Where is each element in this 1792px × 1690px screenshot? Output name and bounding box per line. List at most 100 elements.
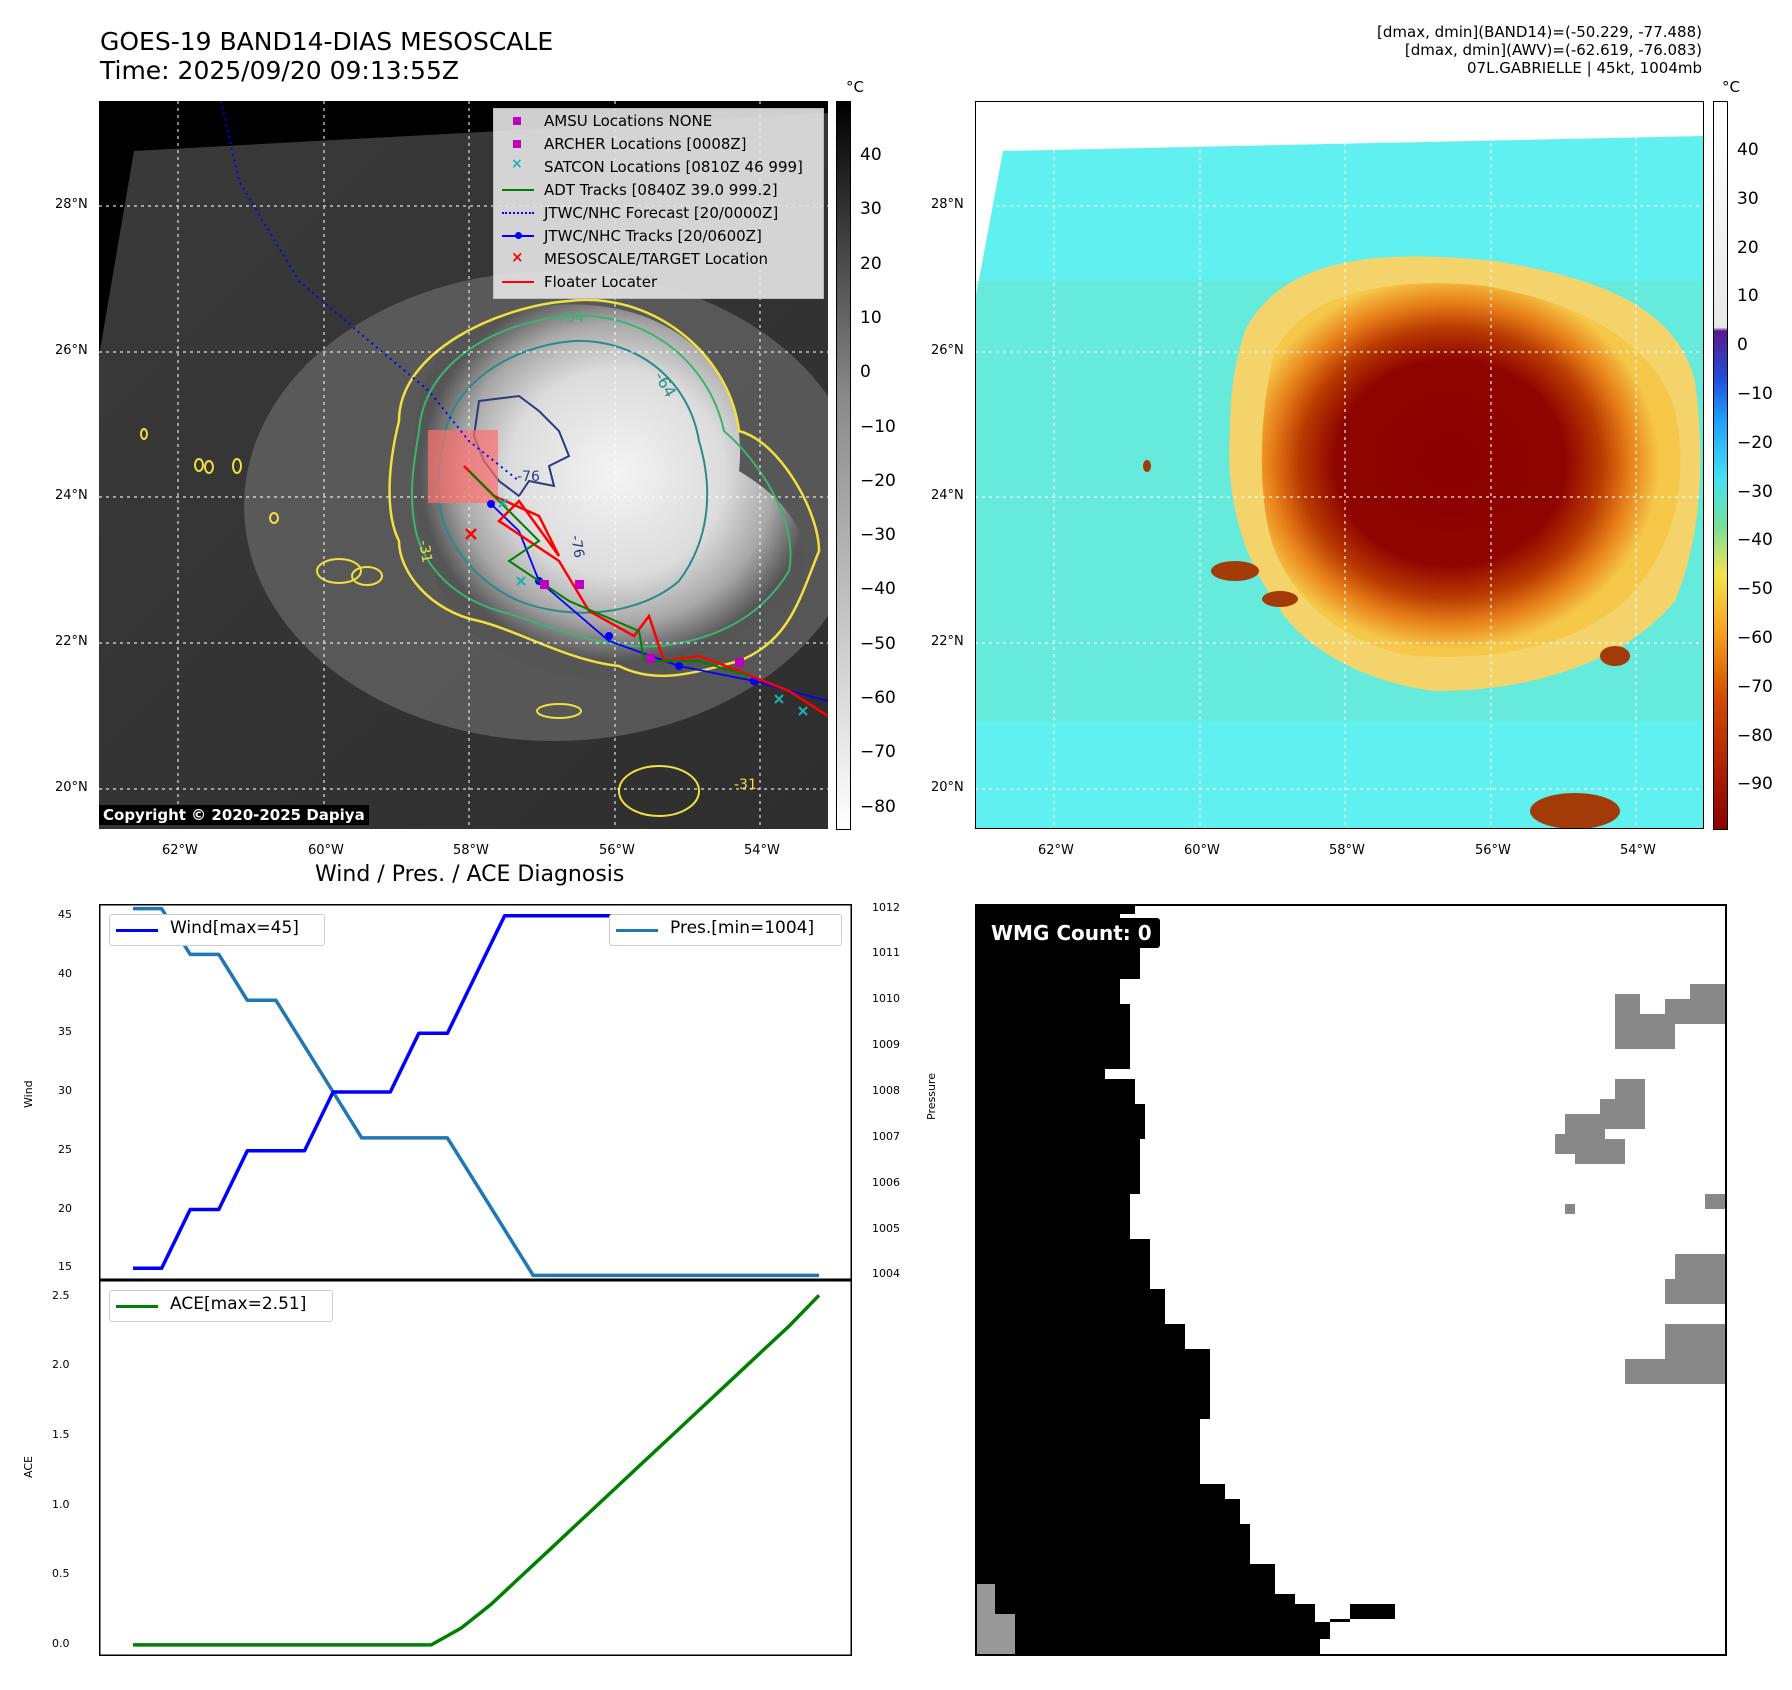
map-lon-label: 54°W (744, 843, 780, 858)
awv-colorbar-tick: 30 (1737, 188, 1759, 209)
stats-line-1: [dmax, dmin](BAND14)=(-50.229, -77.488) (1377, 23, 1702, 41)
ir-colorbar-tick: 30 (860, 199, 882, 220)
map-lon-label: 60°W (1184, 843, 1220, 858)
legend-target: MESOSCALE/TARGET Location (544, 250, 769, 268)
awv-colorbar-tick: −30 (1737, 481, 1773, 502)
contour-label-76a: -76 (517, 469, 540, 485)
wmg-map (975, 904, 1727, 1656)
awv-colorbar-tick: 40 (1737, 140, 1759, 160)
ir-colorbar-tick: −30 (860, 525, 896, 546)
ace-legend-line (116, 1305, 158, 1308)
awv-colorbar-tick: −80 (1737, 725, 1773, 746)
ace-series-line (133, 1294, 821, 1647)
floater-line-icon (502, 281, 534, 283)
ir-colorbar-tick: 20 (860, 253, 882, 274)
awv-colorbar-tick: −90 (1737, 774, 1773, 795)
archer-markers (540, 580, 744, 667)
awv-core (1261, 283, 1681, 657)
pressure-tick-label: 1012 (872, 900, 900, 914)
map-lat-label: 20°N (55, 780, 88, 795)
ir-colorbar-tick: 10 (860, 307, 882, 328)
ir-contour-64 (437, 339, 709, 614)
target-box (428, 430, 498, 503)
map-lat-label: 26°N (55, 343, 88, 358)
legend-adt: ADT Tracks [0840Z 39.0 999.2] (544, 181, 778, 199)
ir-colorbar-tick: 40 (860, 145, 882, 165)
ace-tick-label: 2.5 (52, 1288, 70, 1302)
contour-label-76b: -76 (567, 534, 587, 559)
legend-tracks: JTWC/NHC Tracks [20/0600Z] (544, 227, 762, 245)
map-lon-label: 58°W (453, 843, 489, 858)
forecast-dotted-icon (502, 212, 534, 214)
pressure-tick-label: 1006 (872, 1175, 900, 1189)
map-lon-label: 62°W (1038, 843, 1074, 858)
ace-legend-label: ACE[max=2.51] (170, 1294, 307, 1314)
pressure-series-line (133, 906, 819, 1278)
satcon-markers (498, 498, 808, 716)
wind-legend: Wind[max=45] (109, 914, 325, 946)
awv-colorbar-tick: −60 (1737, 628, 1773, 648)
map-lon-label: 54°W (1620, 843, 1656, 858)
ir-scattered-cells (140, 428, 700, 817)
pressure-axis-label: Pressure (925, 1073, 938, 1120)
pressure-tick-label: 1009 (872, 1038, 900, 1052)
ace-axis-label: ACE (22, 1456, 35, 1478)
ir-colorbar (836, 101, 851, 830)
legend-forecast: JTWC/NHC Forecast [20/0000Z] (544, 204, 779, 222)
satcon-x-icon: × (511, 156, 523, 172)
wind-axis-label: Wind (22, 1080, 35, 1108)
contour-label-31a: -31 (415, 539, 435, 564)
wind-tick-label: 15 (58, 1260, 72, 1274)
stats-line-3: 07L.GABRIELLE | 45kt, 1004mb (1467, 59, 1702, 77)
ir-contour-31 (388, 298, 821, 678)
map-lat-label: 20°N (931, 780, 964, 795)
title-line-1: GOES-19 BAND14-DIAS MESOSCALE (100, 27, 554, 56)
map-lat-label: 22°N (931, 634, 964, 649)
ir-colorbar-tick: −80 (860, 796, 896, 817)
ace-tick-label: 0.5 (52, 1567, 70, 1581)
awv-scattered-cells (1143, 460, 1630, 829)
pressure-tick-label: 1005 (872, 1221, 900, 1235)
wind-tick-label: 20 (58, 1201, 72, 1215)
awv-map (975, 101, 1704, 829)
awv-colorbar-tick: −10 (1737, 384, 1773, 404)
wmg-gray-region-1 (975, 1584, 1015, 1656)
ir-colorbar-tick: −20 (860, 470, 896, 491)
awv-colorbar-tick: −50 (1737, 579, 1773, 600)
ace-tick-label: 1.0 (52, 1497, 70, 1511)
ace-legend: ACE[max=2.51] (109, 1290, 333, 1322)
legend-floater: Floater Locater (544, 273, 658, 291)
legend-amsu: AMSU Locations NONE (544, 112, 713, 130)
wind-series-line (133, 914, 819, 1271)
adt-line-icon (502, 189, 534, 191)
amsu-square-icon (513, 117, 521, 125)
ir-contour-54 (410, 314, 792, 648)
ace-chart (99, 1280, 852, 1656)
wmg-gray-region-4 (1705, 1194, 1727, 1209)
pressure-tick-label: 1010 (872, 992, 900, 1006)
wmg-gray-region-5 (1665, 1254, 1727, 1304)
target-x-icon: × (511, 248, 524, 266)
ace-tick-label: 0.0 (52, 1636, 70, 1650)
figure-title: GOES-19 BAND14-DIAS MESOSCALE Time: 2025… (100, 27, 553, 85)
wind-tick-label: 45 (58, 907, 72, 921)
awv-colorbar-tick: −20 (1737, 432, 1773, 453)
pressure-tick-label: 1004 (872, 1267, 900, 1281)
awv-colorbar-unit: °C (1722, 78, 1740, 96)
pressure-tick-label: 1007 (872, 1129, 900, 1143)
wind-chart-frame (99, 904, 852, 1280)
wind-tick-label: 30 (58, 1084, 72, 1097)
wmg-count-badge: WMG Count: 0 (983, 918, 1160, 948)
archer-square-icon (513, 140, 521, 148)
contour-label-54: -54 (561, 310, 584, 326)
pressure-tick-label: 1011 (872, 946, 900, 960)
awv-colorbar-tick: −70 (1737, 676, 1773, 697)
pressure-legend-label: Pres.[min=1004] (670, 918, 815, 938)
track-dot-icon (515, 232, 522, 239)
legend-archer: ARCHER Locations [0008Z] (544, 135, 747, 153)
awv-colorbar (1713, 101, 1728, 830)
ace-tick-label: 2.0 (52, 1358, 70, 1372)
map-lon-label: 58°W (1329, 843, 1365, 858)
wind-tick-label: 40 (58, 966, 72, 980)
wind-legend-line (116, 929, 158, 932)
